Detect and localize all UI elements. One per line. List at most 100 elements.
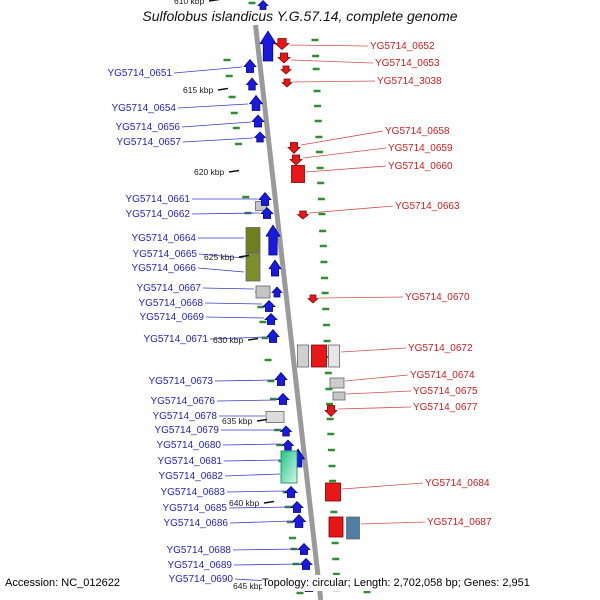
gene-label[interactable]: YG5714_0665 bbox=[132, 249, 197, 260]
gene-glyph-box[interactable] bbox=[280, 450, 298, 484]
gene-glyph-arrow-down[interactable] bbox=[280, 65, 292, 75]
gene-glyph-arrow-up[interactable] bbox=[297, 543, 311, 555]
gene-glyph-arrow-up[interactable] bbox=[253, 131, 267, 143]
gene-label[interactable]: YG5714_0662 bbox=[125, 209, 190, 220]
gene-label[interactable]: YG5714_0679 bbox=[154, 425, 219, 436]
gene-label[interactable]: YG5714_0671 bbox=[143, 334, 208, 345]
gene-glyph-arrow-down[interactable] bbox=[296, 210, 310, 220]
gene-label[interactable]: YG5714_0659 bbox=[388, 143, 453, 154]
gene-label[interactable]: YG5714_0684 bbox=[425, 478, 490, 489]
gene-label[interactable]: YG5714_0680 bbox=[156, 440, 221, 451]
gene-glyph-box[interactable] bbox=[245, 252, 261, 282]
gene-label[interactable]: YG5714_0677 bbox=[413, 402, 478, 413]
leader-line bbox=[216, 399, 277, 402]
gene-label[interactable]: YG5714_0656 bbox=[115, 122, 180, 133]
gene-glyph-arrow-up[interactable] bbox=[258, 191, 272, 206]
gene-glyph-box[interactable] bbox=[329, 377, 345, 389]
gene-label[interactable]: YG5714_0668 bbox=[138, 298, 203, 309]
gene-glyph-arrow-up[interactable] bbox=[257, 0, 269, 10]
gene-label[interactable]: YG5714_0678 bbox=[152, 411, 217, 422]
gene-label[interactable]: YG5714_0676 bbox=[150, 396, 215, 407]
gene-label[interactable]: YG5714_0670 bbox=[405, 292, 470, 303]
gene-glyph-arrow-up[interactable] bbox=[264, 313, 278, 325]
gene-label[interactable]: YG5714_3038 bbox=[377, 76, 442, 87]
gene-glyph-arrow-up[interactable] bbox=[299, 558, 313, 570]
gene-glyph-arrow-up[interactable] bbox=[266, 328, 280, 343]
gene-glyph-arrow-up[interactable] bbox=[276, 393, 290, 405]
gene-glyph-arrow-up[interactable] bbox=[271, 286, 283, 298]
gene-label[interactable]: YG5714_0674 bbox=[410, 370, 475, 381]
gene-glyph-arrow-up[interactable] bbox=[281, 439, 295, 451]
gene-glyph-arrow-up[interactable] bbox=[262, 300, 276, 312]
gene-glyph-box[interactable] bbox=[346, 516, 360, 540]
feature-tick bbox=[330, 510, 338, 514]
gene-glyph-box[interactable] bbox=[291, 165, 305, 183]
gene-label[interactable]: YG5714_0688 bbox=[166, 545, 231, 556]
gene-glyph-box[interactable] bbox=[265, 411, 285, 423]
gene-label[interactable]: YG5714_0686 bbox=[163, 518, 228, 529]
gene-label[interactable]: YG5714_0654 bbox=[111, 103, 176, 114]
gene-label[interactable]: YG5714_0669 bbox=[139, 312, 204, 323]
gene-label[interactable]: YG5714_0667 bbox=[136, 283, 201, 294]
gene-glyph-arrow-down[interactable] bbox=[324, 405, 338, 417]
gene-glyph-arrow-up[interactable] bbox=[260, 207, 274, 219]
leader-line bbox=[360, 521, 426, 525]
gene-glyph-box[interactable] bbox=[245, 227, 261, 253]
feature-tick bbox=[267, 379, 275, 383]
gene-glyph-arrow-up[interactable] bbox=[291, 513, 307, 528]
gene-label[interactable]: YG5714_0658 bbox=[385, 126, 450, 137]
gene-label[interactable]: YG5714_0682 bbox=[158, 471, 223, 482]
gene-label[interactable]: YG5714_0673 bbox=[148, 376, 213, 387]
gene-glyph-arrow-up[interactable] bbox=[290, 501, 304, 513]
gene-label[interactable]: YG5714_0653 bbox=[375, 58, 440, 69]
gene-label[interactable]: YG5714_0685 bbox=[162, 503, 227, 514]
gene-glyph-arrow-up[interactable] bbox=[279, 425, 293, 437]
leader-line bbox=[341, 482, 424, 490]
gene-glyph-arrow-up[interactable] bbox=[245, 77, 259, 91]
gene-glyph-box[interactable] bbox=[332, 391, 346, 401]
gene-label[interactable]: YG5714_0664 bbox=[131, 233, 196, 244]
scale-tick bbox=[256, 418, 268, 422]
feature-tick bbox=[259, 320, 267, 324]
gene-glyph-arrow-down[interactable] bbox=[289, 154, 303, 166]
gene-label[interactable]: YG5714_0666 bbox=[131, 263, 196, 274]
gene-label[interactable]: YG5714_0657 bbox=[116, 137, 181, 148]
gene-label[interactable]: YG5714_0661 bbox=[125, 194, 190, 205]
gene-glyph-arrow-up[interactable] bbox=[243, 58, 257, 73]
gene-glyph-arrow-up[interactable] bbox=[274, 371, 288, 386]
gene-label[interactable]: YG5714_0663 bbox=[395, 201, 460, 212]
feature-tick bbox=[312, 54, 320, 58]
gene-label[interactable]: YG5714_0672 bbox=[408, 343, 473, 354]
gene-glyph-arrow-up[interactable] bbox=[265, 224, 281, 256]
gene-glyph-box[interactable] bbox=[297, 344, 309, 368]
gene-glyph-arrow-up[interactable] bbox=[248, 94, 264, 111]
gene-label[interactable]: YG5714_0651 bbox=[107, 68, 172, 79]
gene-glyph-arrow-down[interactable] bbox=[281, 78, 293, 88]
gene-glyph-box[interactable] bbox=[255, 285, 271, 299]
leader-line bbox=[290, 59, 374, 64]
gene-glyph-box[interactable] bbox=[325, 482, 341, 502]
gene-glyph-box[interactable] bbox=[328, 516, 344, 538]
gene-label[interactable]: YG5714_0683 bbox=[160, 487, 225, 498]
gene-glyph-arrow-up[interactable] bbox=[259, 30, 277, 62]
gene-glyph-arrow-up[interactable] bbox=[268, 259, 282, 277]
gene-glyph-box[interactable] bbox=[255, 201, 267, 211]
gene-label[interactable]: YG5714_0652 bbox=[370, 41, 435, 52]
gene-label[interactable]: YG5714_0675 bbox=[413, 386, 478, 397]
leader-line bbox=[205, 316, 265, 319]
gene-glyph-arrow-down[interactable] bbox=[287, 142, 301, 154]
gene-label[interactable]: YG5714_0690 bbox=[168, 574, 233, 585]
gene-label[interactable]: YG5714_0687 bbox=[427, 517, 492, 528]
gene-label[interactable]: YG5714_0681 bbox=[157, 456, 222, 467]
gene-glyph-arrow-down[interactable] bbox=[274, 38, 290, 50]
gene-glyph-box[interactable] bbox=[311, 344, 327, 368]
gene-glyph-arrow-down[interactable] bbox=[307, 294, 319, 304]
feature-tick bbox=[326, 417, 334, 421]
gene-glyph-arrow-down[interactable] bbox=[277, 52, 291, 64]
gene-glyph-box[interactable] bbox=[328, 344, 340, 368]
gene-label[interactable]: YG5714_0689 bbox=[167, 560, 232, 571]
gene-glyph-arrow-up[interactable] bbox=[251, 114, 265, 128]
gene-glyph-arrow-up[interactable] bbox=[284, 486, 298, 498]
gene-label[interactable]: YG5714_0660 bbox=[388, 161, 453, 172]
feature-tick bbox=[286, 520, 294, 524]
